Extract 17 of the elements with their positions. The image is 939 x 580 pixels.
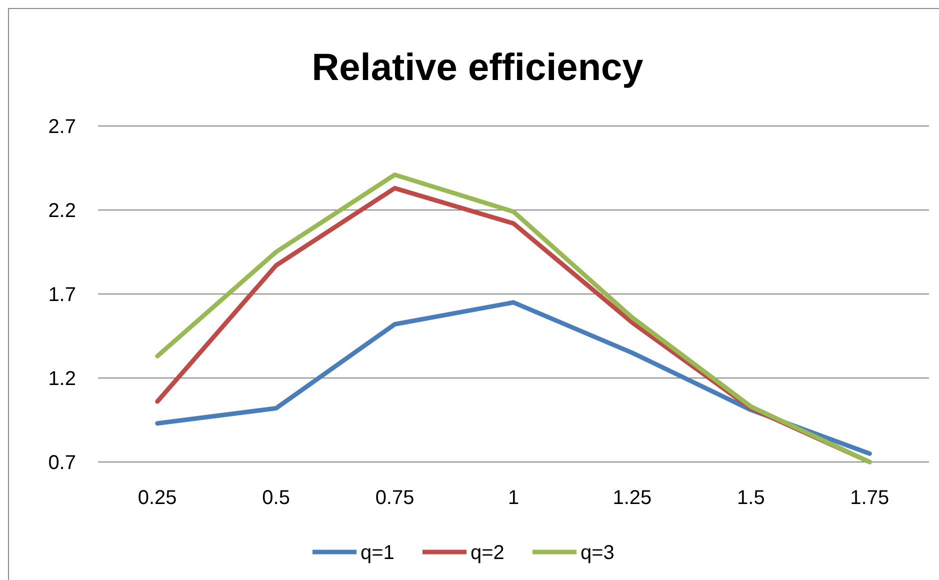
x-tick-label: 0.75 xyxy=(375,487,414,509)
x-tick-label: 0.25 xyxy=(138,487,177,509)
x-tick-label: 1 xyxy=(508,487,520,509)
legend-label: q=2 xyxy=(470,542,504,564)
y-tick-label: 2.7 xyxy=(48,116,76,138)
line-series xyxy=(155,300,872,456)
legend-label: q=1 xyxy=(360,542,394,564)
legend-label: q=3 xyxy=(580,542,614,564)
y-tick-label: 1.7 xyxy=(48,284,76,306)
y-tick-label: 0.7 xyxy=(48,452,76,474)
y-tick-label: 1.2 xyxy=(48,368,76,390)
y-tick-label: 2.2 xyxy=(48,200,76,222)
chart-title: Relative efficiency xyxy=(312,47,644,89)
x-tick-label: 1.25 xyxy=(612,487,652,509)
x-tick-label: 1.5 xyxy=(737,487,765,509)
x-tick-label: 1.75 xyxy=(850,487,890,509)
x-tick-label: 0.5 xyxy=(262,487,290,509)
